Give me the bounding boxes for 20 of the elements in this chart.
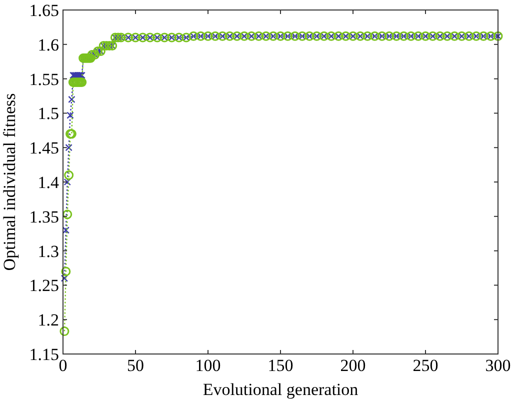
- y-tick-label: 1.55: [29, 70, 59, 89]
- y-axis-title: Optimal individual fitness: [0, 93, 19, 271]
- x-tick-label: 100: [195, 356, 221, 375]
- y-tick-label: 1.3: [38, 242, 59, 261]
- y-tick-label: 1.25: [29, 276, 59, 296]
- x-axis-title: Evolutional generation: [202, 380, 359, 399]
- x-tick-label: 250: [412, 356, 438, 375]
- x-tick-label: 0: [58, 356, 68, 375]
- y-tick-label: 1.2: [38, 310, 59, 330]
- x-tick-label: 50: [127, 356, 144, 375]
- y-tick-label: 1.6: [38, 35, 59, 54]
- y-tick-label: 1.45: [29, 138, 59, 158]
- x-tick-label: 150: [268, 356, 294, 375]
- y-tick-label: 1.5: [38, 104, 59, 124]
- x-tick-label: 200: [340, 356, 366, 375]
- y-tick-label: 1.35: [29, 207, 59, 226]
- y-tick-label: 1.15: [29, 344, 59, 364]
- y-tick-label: 1.4: [38, 172, 60, 192]
- y-tick-label: 1.65: [29, 0, 59, 20]
- x-tick-label: 300: [485, 356, 511, 375]
